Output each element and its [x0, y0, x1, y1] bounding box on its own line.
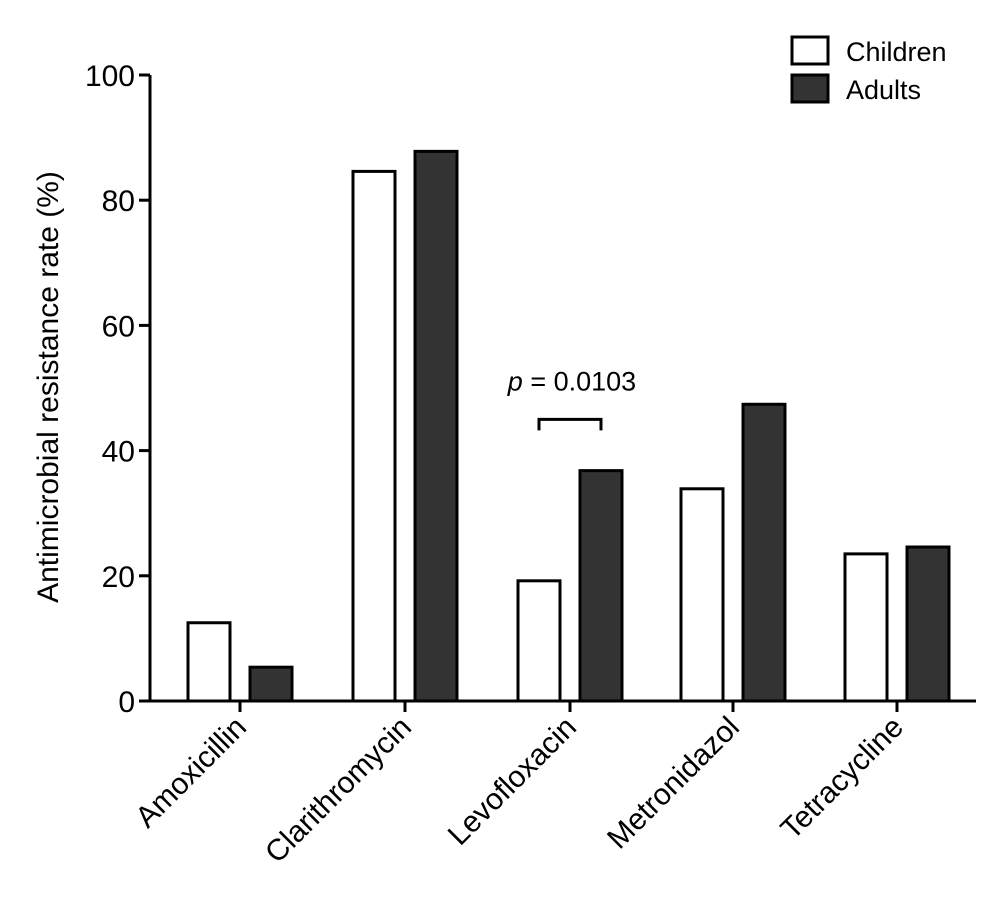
- bar-children-clarithromycin: [351, 169, 397, 703]
- y-tick-label: 80: [102, 185, 135, 218]
- bars: [186, 149, 951, 703]
- x-tick-label: Clarithromycin: [259, 711, 418, 870]
- p-value-label: p = 0.0103: [507, 366, 636, 396]
- y-tick-label: 100: [85, 60, 135, 93]
- bar-adults-levofloxacin: [578, 469, 624, 703]
- legend: Children Adults: [790, 35, 947, 105]
- legend-swatch-children: [790, 35, 830, 66]
- bar-adults-amoxicillin: [248, 665, 294, 703]
- x-tick-label: Tetracycline: [775, 711, 910, 846]
- y-axis-title: Antimicrobial resistance rate (%): [32, 171, 65, 603]
- legend-swatch-adults: [790, 73, 830, 104]
- bar-adults-clarithromycin: [413, 149, 459, 703]
- bar-children-levofloxacin: [516, 579, 562, 703]
- y-tick-label: 60: [102, 310, 135, 343]
- x-tick-label: Metronidazol: [601, 711, 746, 856]
- y-tick-label: 40: [102, 436, 135, 469]
- x-tick-label: Amoxicillin: [129, 711, 253, 835]
- bar-children-amoxicillin: [186, 621, 232, 703]
- x-axis: Amoxicillin Clarithromycin Levofloxacin Met…: [129, 699, 976, 870]
- significance-annotation: p = 0.0103: [507, 366, 636, 431]
- significance-bracket: [537, 417, 603, 431]
- bar-adults-tetracycline: [905, 545, 951, 703]
- x-tick-label: Levofloxacin: [442, 711, 583, 852]
- legend-label-adults: Adults: [846, 75, 921, 105]
- y-tick-label: 20: [102, 561, 135, 594]
- bar-adults-metronidazol: [741, 402, 787, 703]
- legend-label-children: Children: [846, 37, 947, 67]
- bar-children-metronidazol: [679, 487, 725, 703]
- bar-children-tetracycline: [843, 552, 889, 703]
- y-tick-label: 0: [118, 686, 135, 719]
- y-axis: 0 20 40 60 80 100: [85, 60, 152, 719]
